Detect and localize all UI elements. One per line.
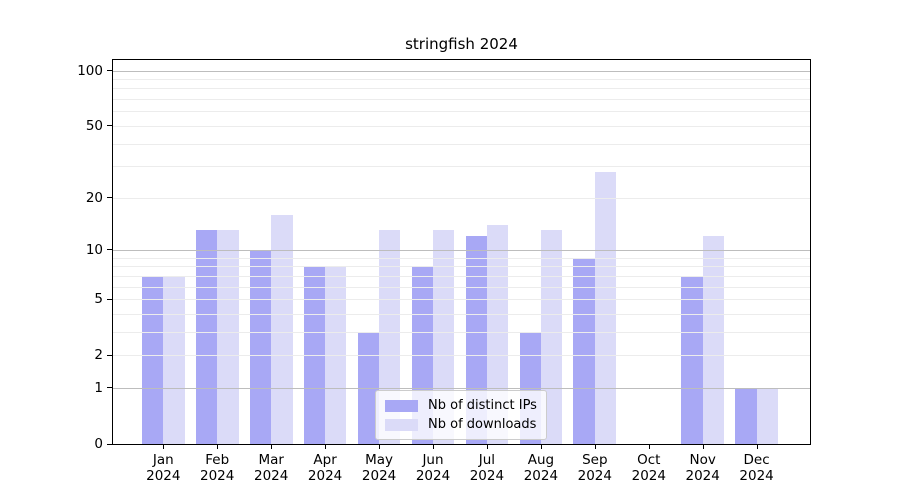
xtick-mark-jan — [163, 445, 165, 449]
legend-item-distinct-ips: Nb of distinct IPs — [385, 396, 537, 415]
gridline-y-10 — [113, 249, 810, 251]
gridline-y-100 — [113, 70, 810, 72]
gridline-y-3 — [113, 331, 810, 333]
ytick-mark-1 — [107, 387, 112, 389]
chart-title: stringfish 2024 — [405, 35, 518, 53]
xtick-label-dec: Dec 2024 — [739, 452, 774, 484]
bar-downloads-sep — [594, 171, 617, 444]
legend-label-distinct-ips: Nb of distinct IPs — [428, 398, 537, 413]
xtick-mark-jul — [486, 445, 488, 449]
xtick-mark-jun — [433, 445, 434, 449]
bar-ips-feb — [195, 230, 218, 444]
ytick-label-10: 10 — [85, 241, 103, 258]
xtick-label-nov: Nov 2024 — [685, 452, 720, 484]
xtick-label-apr: Apr 2024 — [307, 452, 343, 484]
ytick-label-20: 20 — [85, 189, 103, 206]
xtick-mark-may — [379, 445, 381, 449]
gridline-y-90 — [113, 78, 810, 80]
xtick-mark-oct — [648, 445, 650, 449]
xtick-label-may: May 2024 — [361, 452, 397, 484]
ytick-label-1: 1 — [94, 379, 103, 396]
xtick-label-sep: Sep 2024 — [577, 452, 612, 484]
gridline-y-40 — [113, 143, 810, 145]
gridline-y-6 — [113, 286, 810, 288]
gridline-y-50 — [113, 125, 810, 127]
ytick-mark-5 — [107, 298, 112, 300]
legend-swatch-distinct-ips — [385, 399, 418, 412]
xtick-label-feb: Feb 2024 — [200, 452, 235, 484]
bar-ips-apr — [303, 266, 326, 444]
ytick-mark-100 — [107, 70, 112, 71]
legend-swatch-downloads — [385, 418, 418, 431]
grid-layer — [113, 60, 810, 444]
bar-ips-jan — [141, 275, 164, 444]
xtick-mark-dec — [756, 445, 758, 449]
bar-downloads-mar — [271, 214, 293, 444]
legend-item-downloads: Nb of downloads — [385, 415, 537, 434]
ytick-mark-10 — [107, 249, 112, 251]
xtick-mark-sep — [594, 445, 596, 449]
ytick-mark-2 — [107, 354, 112, 356]
gridline-y-70 — [113, 99, 810, 100]
legend: Nb of distinct IPs Nb of downloads — [375, 390, 547, 440]
bar-downloads-dec — [756, 387, 778, 444]
ytick-label-5: 5 — [94, 291, 103, 307]
xtick-label-jun: Jun 2024 — [415, 452, 451, 484]
bar-ips-nov — [681, 275, 703, 444]
xtick-label-jan: Jan 2024 — [146, 452, 181, 484]
bar-downloads-jan — [163, 275, 185, 444]
bar-downloads-feb — [217, 230, 239, 444]
xtick-mark-feb — [217, 445, 219, 449]
xtick-label-oct: Oct 2024 — [631, 452, 666, 484]
xtick-label-mar: Mar 2024 — [254, 452, 289, 484]
xtick-mark-nov — [702, 445, 704, 449]
ytick-label-0: 0 — [94, 436, 103, 452]
xtick-mark-aug — [540, 445, 542, 449]
gridline-y-7 — [113, 275, 810, 277]
legend-label-downloads: Nb of downloads — [428, 417, 537, 432]
ytick-mark-50 — [107, 125, 112, 127]
ytick-mark-20 — [107, 197, 112, 199]
xtick-label-aug: Aug 2024 — [523, 452, 559, 484]
gridline-y-80 — [113, 88, 810, 90]
gridline-y-20 — [113, 197, 810, 199]
bar-ips-mar — [249, 249, 272, 444]
gridline-y-2 — [113, 355, 810, 357]
xtick-mark-apr — [325, 445, 327, 449]
gridline-y-5 — [113, 299, 810, 300]
ytick-label-50: 50 — [85, 117, 103, 134]
gridline-y-30 — [113, 166, 810, 168]
xtick-label-jul: Jul 2024 — [469, 452, 505, 484]
bar-downloads-apr — [325, 266, 347, 444]
bar-downloads-jul — [486, 224, 509, 444]
gridline-y-9 — [113, 257, 810, 259]
gridline-y-8 — [113, 266, 810, 268]
bar-ips-sep — [573, 257, 595, 444]
gridline-y-60 — [113, 111, 810, 113]
ytick-label-100: 100 — [77, 62, 103, 79]
gridline-y-1 — [113, 387, 810, 389]
plot-area: Nb of distinct IPs Nb of downloads — [112, 59, 811, 445]
bar-downloads-nov — [702, 236, 725, 444]
bar-ips-dec — [735, 387, 757, 444]
xtick-mark-mar — [271, 445, 273, 449]
ytick-mark-0 — [107, 443, 112, 445]
ytick-label-2: 2 — [94, 347, 103, 364]
gridline-y-4 — [113, 313, 810, 315]
